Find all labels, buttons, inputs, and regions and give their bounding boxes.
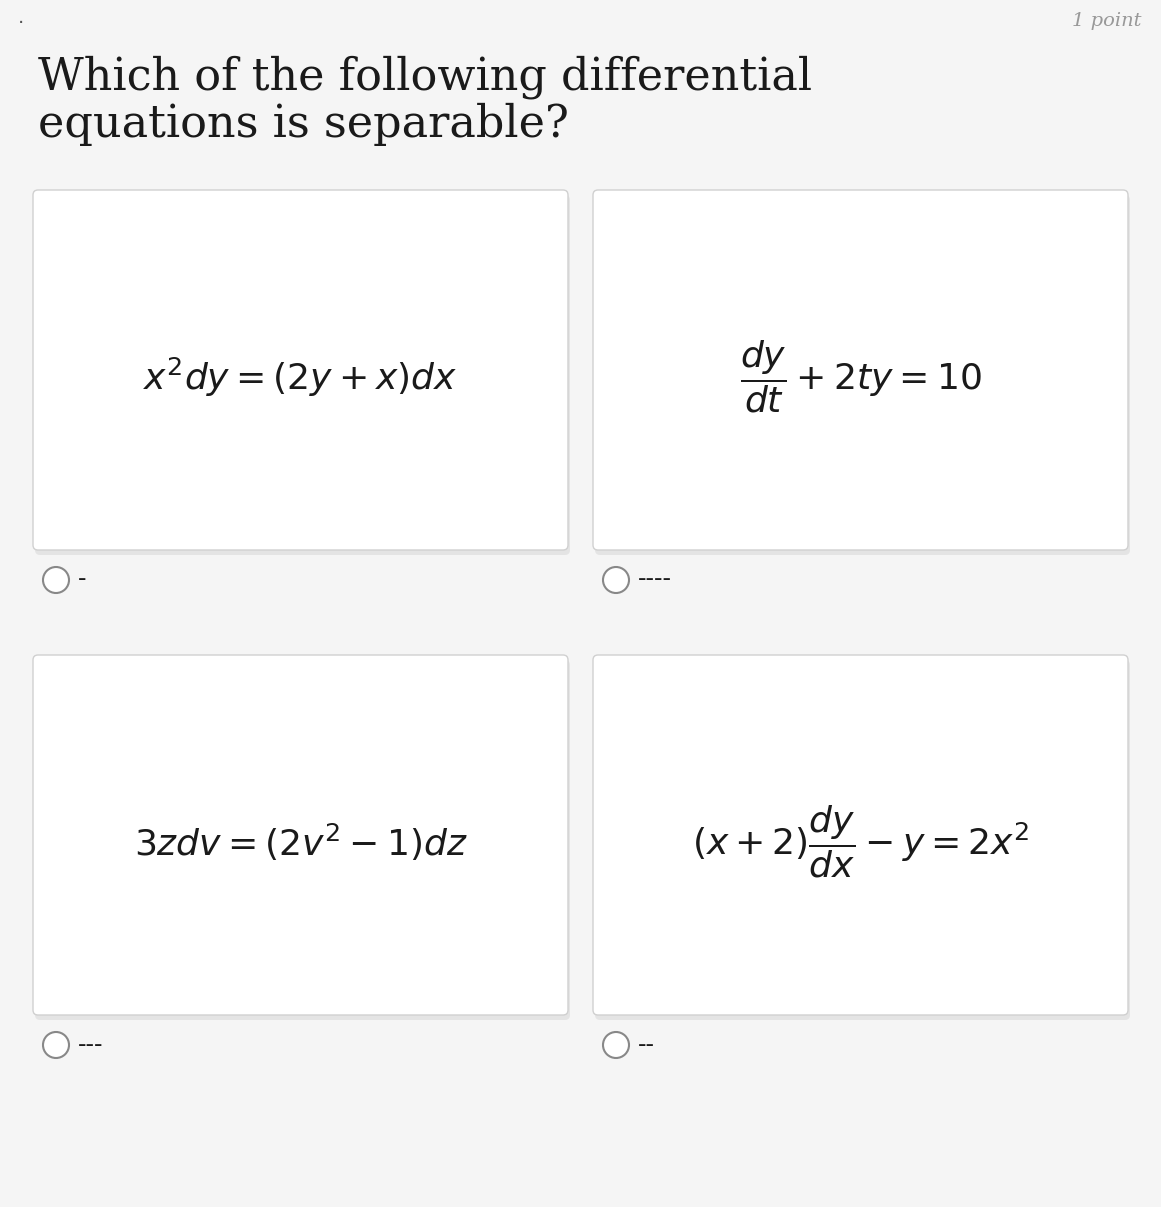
Text: -: - [78,568,87,591]
Circle shape [43,1032,68,1059]
FancyBboxPatch shape [33,189,568,550]
FancyBboxPatch shape [594,196,1130,555]
Circle shape [603,1032,629,1059]
Text: $(x + 2)\dfrac{dy}{dx} - y = 2x^2$: $(x + 2)\dfrac{dy}{dx} - y = 2x^2$ [692,804,1029,880]
Circle shape [43,567,68,593]
Text: $x^2dy = (2y + x)dx$: $x^2dy = (2y + x)dx$ [143,355,457,398]
Text: Which of the following differential: Which of the following differential [38,56,813,99]
Text: --: -- [639,1033,655,1056]
Text: equations is separable?: equations is separable? [38,103,569,146]
Text: .: . [19,8,24,27]
Text: ---: --- [78,1033,103,1056]
Text: $3zdv = (2v^2 - 1)dz$: $3zdv = (2v^2 - 1)dz$ [134,822,468,863]
Text: 1 point: 1 point [1072,12,1141,30]
FancyBboxPatch shape [594,660,1130,1020]
FancyBboxPatch shape [35,196,570,555]
Circle shape [603,567,629,593]
FancyBboxPatch shape [33,655,568,1015]
Text: $\dfrac{dy}{dt} + 2ty = 10$: $\dfrac{dy}{dt} + 2ty = 10$ [740,339,981,415]
FancyBboxPatch shape [35,660,570,1020]
FancyBboxPatch shape [593,189,1128,550]
Text: ----: ---- [639,568,672,591]
FancyBboxPatch shape [593,655,1128,1015]
